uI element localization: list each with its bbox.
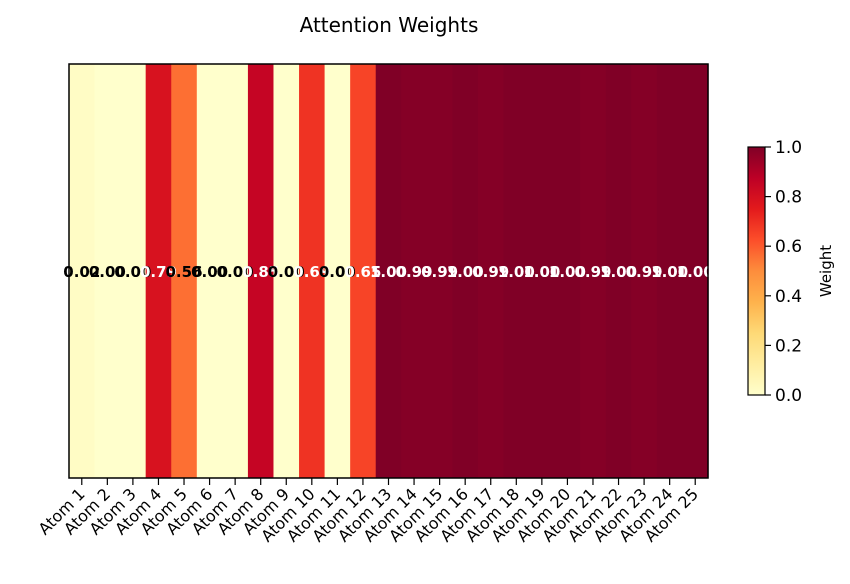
cell-value-label: 0.79 xyxy=(140,263,177,281)
heatmap-cell xyxy=(299,64,326,478)
colorbar-tick-label: 1.0 xyxy=(775,138,802,158)
cell-value-label: 0.00 xyxy=(319,263,356,281)
colorbar-tick-label: 0.6 xyxy=(775,237,802,257)
cell-value-label: 0.56 xyxy=(166,263,203,281)
cell-value-label: 1.00 xyxy=(498,263,535,281)
heatmap-cell xyxy=(69,64,96,478)
heatmap-cell xyxy=(580,64,607,478)
cell-value-label: 0.00 xyxy=(114,263,151,281)
heatmap-cell xyxy=(401,64,428,478)
colorbar-tick-label: 0.4 xyxy=(775,287,802,307)
heatmap-cell xyxy=(426,64,453,478)
cell-value-label: 1.00 xyxy=(447,263,484,281)
heatmap-cell xyxy=(247,64,275,478)
cell-value-label: 1.00 xyxy=(370,263,407,281)
heatmap-cell xyxy=(171,64,198,478)
cell-value-label: 1.00 xyxy=(651,263,688,281)
colorbar-tick-label: 0.8 xyxy=(775,188,802,208)
heatmap-cell xyxy=(324,64,351,478)
colorbar-tick-label: 0.0 xyxy=(775,386,802,406)
cell-value-label: 0.99 xyxy=(626,263,663,281)
colorbar-gradient xyxy=(747,146,766,396)
cell-value-labels: 0.020.000.000.790.560.000.000.850.000.69… xyxy=(63,263,713,281)
heatmap-cell xyxy=(452,64,479,478)
cell-value-label: 1.00 xyxy=(549,263,586,281)
colorbar-ticks: 0.0 0.2 0.4 0.6 0.8 1.0 xyxy=(765,138,802,406)
colorbar-tick-label: 0.2 xyxy=(775,336,802,356)
cell-value-label: 0.99 xyxy=(396,263,433,281)
cell-value-label: 0.99 xyxy=(421,263,458,281)
heatmap-cell xyxy=(554,64,581,478)
cell-value-label: 0.02 xyxy=(63,263,100,281)
heatmap-cell xyxy=(196,64,223,478)
heatmap-cell xyxy=(682,64,709,478)
cell-value-label: 0.99 xyxy=(574,263,611,281)
heatmap-cell xyxy=(529,64,556,478)
cell-value-label: 0.65 xyxy=(344,263,381,281)
heatmap-cell xyxy=(656,64,684,478)
cell-value-label: 0.00 xyxy=(89,263,126,281)
heatmap-cell xyxy=(503,64,530,478)
heatmap-cell xyxy=(605,64,632,478)
heatmap-cell xyxy=(375,64,402,478)
cell-value-label: 0.99 xyxy=(472,263,509,281)
heatmap-cell xyxy=(350,64,377,478)
cell-value-label: 0.00 xyxy=(191,263,228,281)
heatmap-cell xyxy=(222,64,249,478)
cell-value-label: 1.00 xyxy=(677,263,714,281)
cell-value-label: 0.85 xyxy=(242,263,279,281)
colorbar: 0.0 0.2 0.4 0.6 0.8 1.0 Weight xyxy=(747,138,835,406)
chart-title: Attention Weights xyxy=(300,13,479,37)
heatmap-cell xyxy=(477,64,505,478)
colorbar-label: Weight xyxy=(817,245,835,297)
heatmap-cell xyxy=(120,64,147,478)
heatmap-cells xyxy=(69,64,709,478)
heatmap-cell xyxy=(94,64,121,478)
cell-value-label: 0.00 xyxy=(217,263,254,281)
cell-value-label: 0.69 xyxy=(293,263,330,281)
heatmap-cell xyxy=(273,64,300,478)
cell-value-label: 0.00 xyxy=(268,263,305,281)
heatmap-cell xyxy=(631,64,658,478)
cell-value-label: 1.00 xyxy=(600,263,637,281)
heatmap-cell xyxy=(145,64,172,478)
cell-value-label: 1.00 xyxy=(523,263,560,281)
